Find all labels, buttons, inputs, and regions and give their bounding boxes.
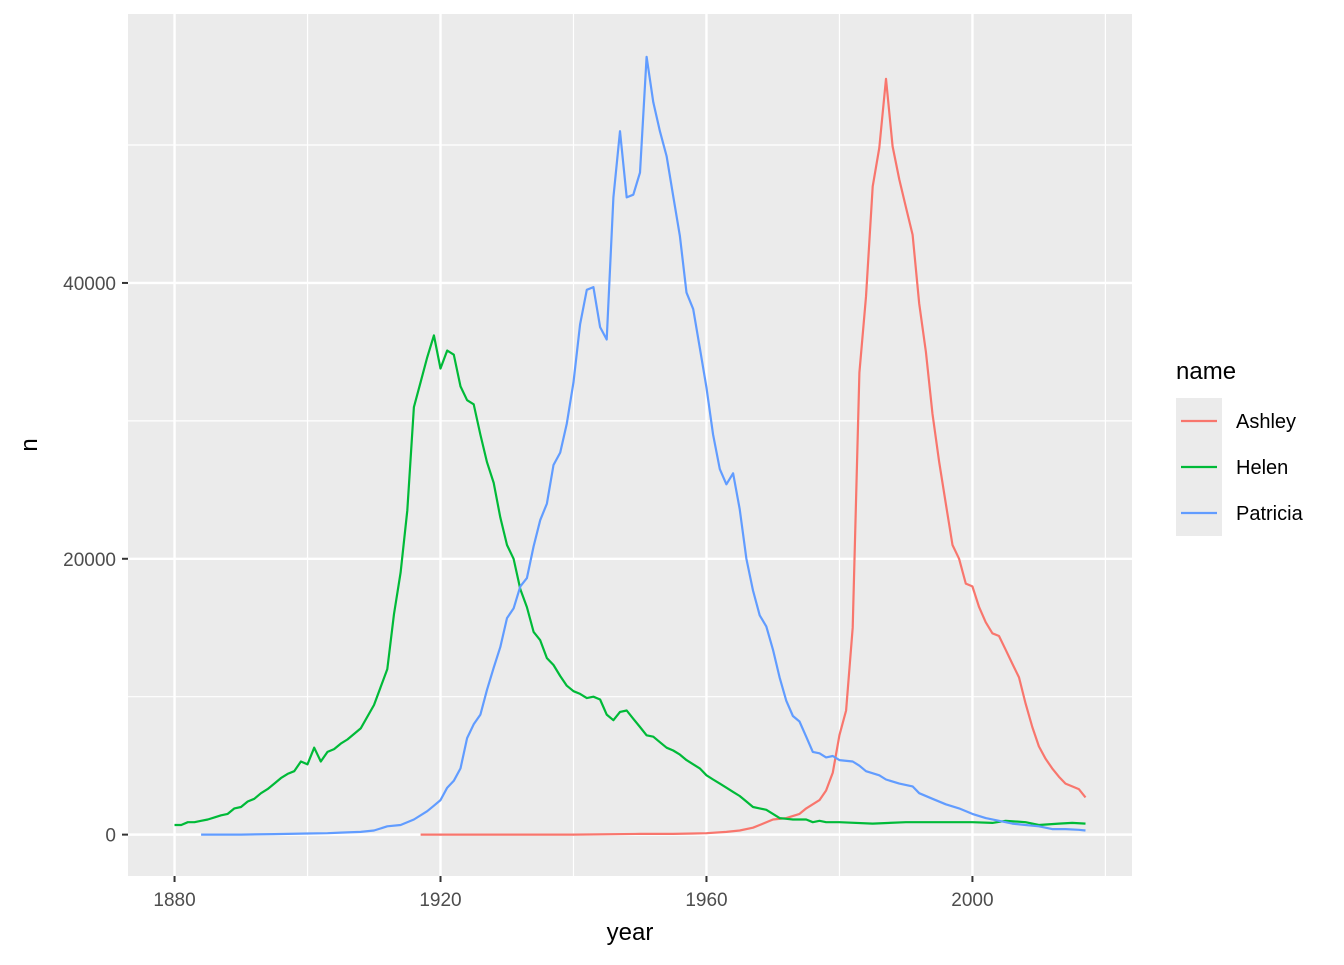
x-axis-title: year (607, 919, 654, 946)
minor-gridlines (128, 14, 1132, 876)
plot-panel (128, 14, 1132, 876)
y-tick-label: 40000 (63, 274, 116, 295)
y-axis-title: n (16, 438, 43, 451)
x-tick-label: 2000 (951, 890, 993, 911)
x-tick-label: 1920 (419, 890, 461, 911)
series-line-patricia (201, 55, 1086, 836)
legend-title: name (1176, 358, 1236, 385)
series-line-ashley (420, 77, 1087, 836)
x-axis: 1880 1920 1960 2000 (153, 876, 994, 911)
legend-label-helen: Helen (1236, 457, 1288, 479)
legend-label-ashley: Ashley (1236, 411, 1296, 433)
y-tick-label: 20000 (63, 550, 116, 571)
legend-label-patricia: Patricia (1236, 503, 1304, 525)
legend: name Ashley Helen Patricia (1176, 358, 1304, 536)
y-tick-label: 0 (105, 826, 116, 847)
y-axis: 0 20000 40000 (63, 274, 128, 847)
series-line-helen (174, 334, 1086, 827)
x-tick-label: 1960 (685, 890, 727, 911)
x-tick-label: 1880 (153, 890, 195, 911)
series-lines (174, 55, 1087, 836)
